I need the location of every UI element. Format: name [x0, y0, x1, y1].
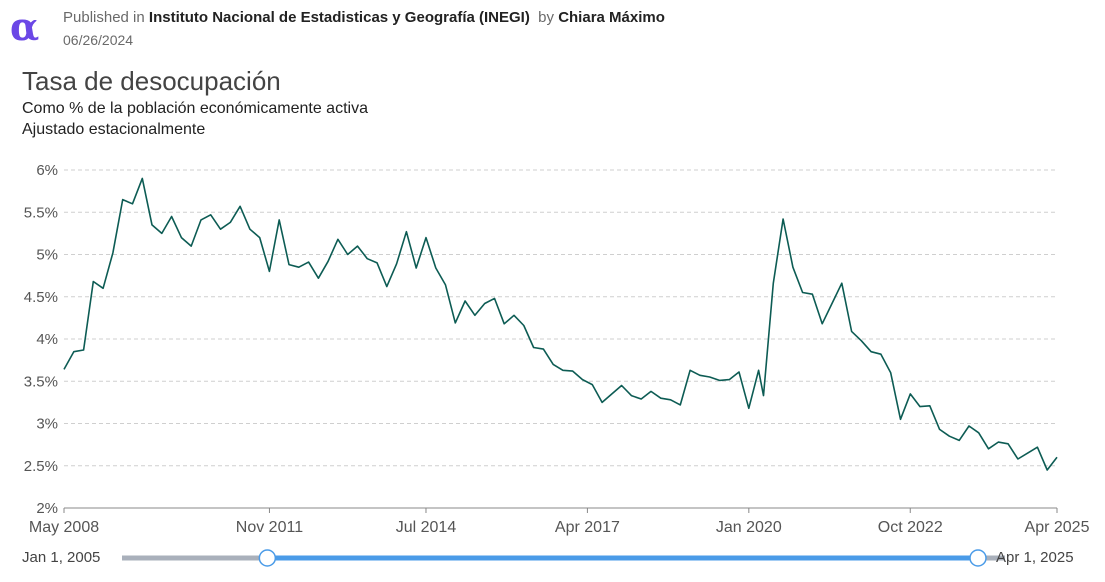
y-tick-label: 6%	[36, 162, 58, 179]
publication-header: α Published in Instituto Nacional de Est…	[0, 0, 1105, 60]
range-end-label: Apr 1, 2025	[996, 549, 1074, 566]
range-start-label: Jan 1, 2005	[22, 549, 101, 566]
author-link[interactable]: Chiara Máximo	[558, 9, 665, 26]
y-tick-label: 3%	[36, 416, 58, 433]
x-axis-ticks: May 2008 Nov 2011 Jul 2014 Apr 2017 Jan 2020…	[29, 507, 1090, 536]
y-tick-label: 4%	[36, 331, 58, 348]
y-tick-label: 4.5%	[24, 289, 58, 306]
chart-subtitle: Como % de la población económicamente ac…	[22, 100, 368, 117]
y-axis-ticks: 2% 2.5% 3% 3.5% 4% 4.5% 5% 5.5% 6%	[24, 162, 58, 517]
x-tick-label: Jan 2020	[716, 519, 782, 536]
x-tick-label: Apr 2025	[1025, 519, 1090, 536]
slider-end-handle[interactable]	[969, 549, 987, 567]
publication-line: Published in Instituto Nacional de Estad…	[63, 9, 665, 26]
x-tick-label: Oct 2022	[878, 519, 943, 536]
series-line[interactable]	[63, 177, 1058, 471]
y-tick-label: 3.5%	[24, 373, 58, 390]
y-tick-label: 5.5%	[24, 204, 58, 221]
x-tick-label: May 2008	[29, 519, 99, 536]
slider-start-handle[interactable]	[258, 549, 277, 567]
grid-lines	[64, 169, 1057, 509]
publisher-link[interactable]: Instituto Nacional de Estadisticas y Geo…	[148, 9, 530, 26]
by-prefix: by	[538, 9, 555, 26]
x-tick-label: Apr 2017	[555, 519, 620, 536]
range-slider[interactable]	[122, 549, 1005, 567]
y-tick-label: 2%	[36, 500, 58, 517]
chart-subtitle-2: Ajustado estacionalmente	[22, 121, 206, 138]
published-prefix: Published in	[63, 9, 145, 26]
series-layer	[63, 177, 1058, 471]
x-tick-label: Jul 2014	[396, 519, 457, 536]
y-tick-label: 2.5%	[24, 458, 58, 475]
chart-title: Tasa de desocupación	[22, 66, 281, 96]
publication-date: 06/26/2024	[63, 32, 134, 48]
y-tick-label: 5%	[36, 247, 58, 264]
alpha-logo-icon[interactable]: α	[10, 4, 40, 49]
x-tick-label: Nov 2011	[236, 519, 303, 536]
